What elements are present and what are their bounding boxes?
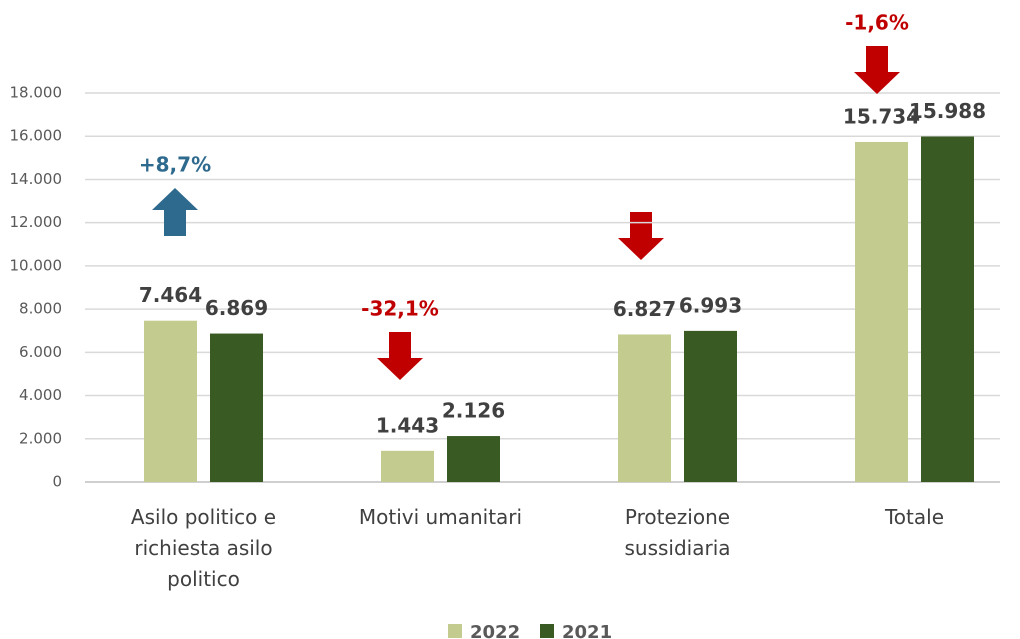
y-tick-label: 12.000 [10,213,63,231]
annotation: -1,6% [845,11,909,35]
legend-swatch [448,624,462,638]
value-label: 6.993 [679,293,742,317]
bar [381,450,434,482]
arrow-up [152,188,198,236]
x-tick-label: Asilo politico e richiesta asilo politic… [130,505,277,591]
value-label: 15.734 [843,104,920,128]
annotation: -32,1% [361,297,439,321]
x-tick-label: Motivi umanitari [358,505,523,529]
value-label: 6.827 [613,297,676,321]
value-label: 7.464 [139,283,202,307]
y-tick-label: 10.000 [10,256,63,274]
value-label: 2.126 [442,399,505,423]
arrow-down [854,46,900,94]
arrow-down [377,332,423,380]
y-tick-label: 8.000 [19,300,62,318]
bar [447,436,500,482]
y-tick-label: 4.000 [19,386,62,404]
bar [684,330,737,482]
y-tick-label: 16.000 [10,127,63,145]
y-tick-label: 14.000 [10,170,63,188]
bar [855,141,908,483]
x-tick-label: Protezione sussidiaria [624,505,731,560]
value-label: 6.869 [205,296,268,320]
y-tick-label: 0 [52,473,62,491]
y-tick-label: 18.000 [10,84,63,102]
bar [618,334,671,482]
y-tick-label: 2.000 [19,429,62,447]
annotation: +8,7% [139,153,211,177]
bar [144,320,197,482]
y-tick-label: 6.000 [19,343,62,361]
arrow-down [618,212,664,260]
value-label: 15.988 [909,99,986,123]
x-tick-label: Totale [884,505,944,529]
bar [921,136,974,482]
legend-label: 2021 [562,622,612,639]
legend-swatch [540,624,554,638]
value-label: 1.443 [376,413,439,437]
bar [210,333,263,482]
legend-label: 2022 [470,622,520,639]
